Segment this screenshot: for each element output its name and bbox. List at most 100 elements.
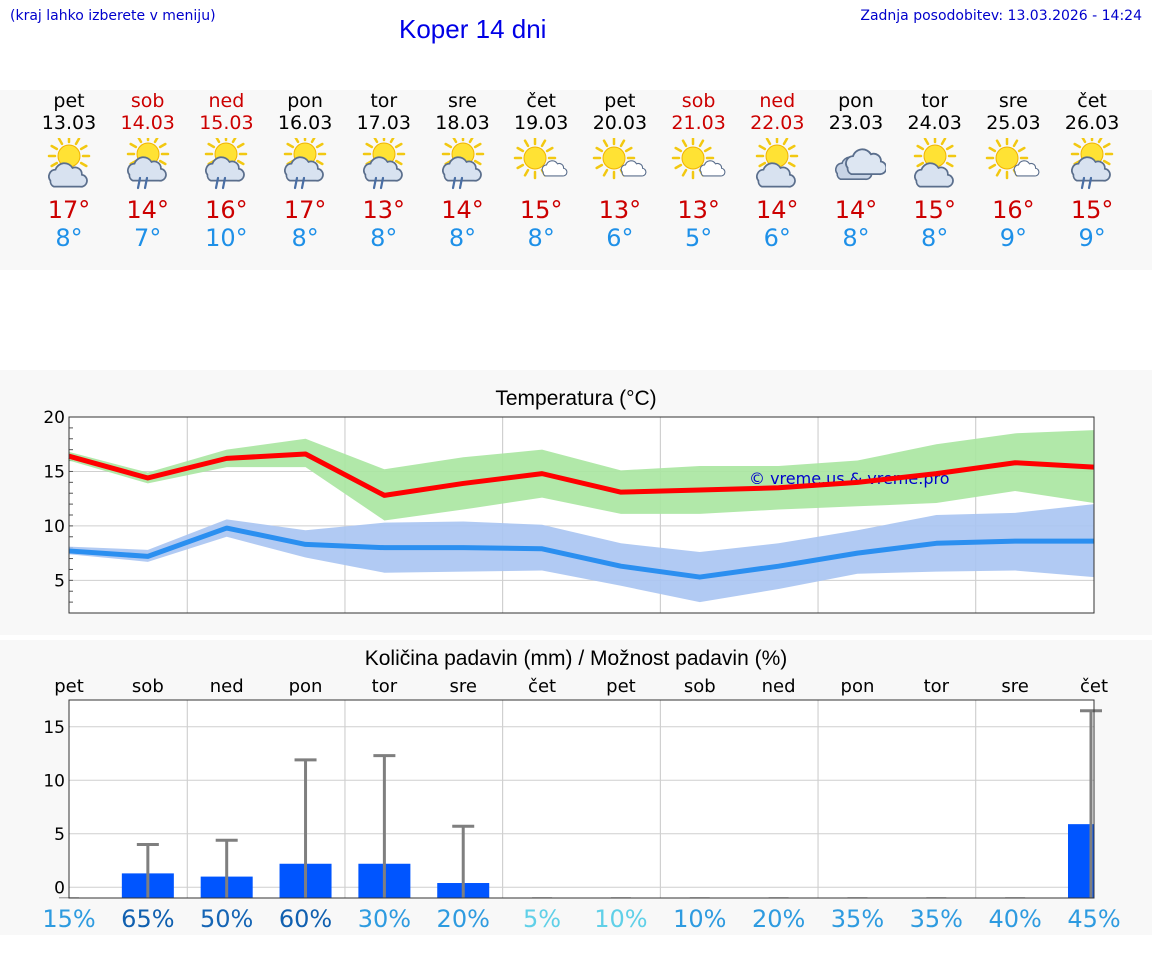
day-name: sob: [681, 90, 716, 112]
sun-ray: [788, 144, 796, 151]
y-tick-label: 15: [43, 462, 65, 482]
day-date: 13.03: [41, 112, 97, 134]
sun-ray: [158, 159, 167, 166]
day-name: pet: [53, 90, 85, 112]
sun-ray: [988, 163, 997, 170]
daily-forecast-panel: pet 13.03 17° 8° sob 14.03 14° 7° ned 15.03 16° 10°…: [0, 90, 1152, 270]
cloud-shape: [48, 162, 88, 188]
sun-ray: [681, 168, 687, 177]
day-name: pet: [604, 90, 636, 112]
cloud-shape: [913, 162, 954, 188]
x-category-label: sre: [449, 676, 476, 697]
precip-probability-label: 35%: [910, 905, 963, 930]
sun-ray: [315, 142, 324, 149]
min-temperature: 8°: [842, 224, 870, 252]
sun-ray: [1081, 138, 1087, 144]
max-temperature: 15°: [1070, 196, 1114, 224]
sun-ray: [674, 146, 682, 153]
max-temperature: 13°: [598, 196, 642, 224]
cloud-outline: [48, 162, 88, 188]
x-category-label: sre: [1001, 676, 1028, 697]
day-name: ned: [759, 90, 796, 112]
cloud-outline: [441, 156, 482, 182]
sun-cloud-rain-icon: [283, 138, 327, 190]
sun-ray: [988, 146, 997, 153]
sun-cloud-rain-icon: [362, 138, 406, 190]
x-category-label: tor: [372, 676, 398, 697]
day-column: pet 13.03 17° 8°: [29, 90, 109, 252]
x-category-label: ned: [210, 676, 244, 697]
min-temperature-line: [68, 525, 1094, 580]
sun-ray: [389, 138, 395, 144]
day-column: pon 23.03 14° 8°: [816, 90, 896, 252]
cloud-shape: [1014, 160, 1040, 177]
sun-ray: [1097, 138, 1103, 144]
sun-ray: [523, 139, 530, 148]
precip-probability-label: 45%: [1067, 905, 1120, 930]
min-temperature: 5°: [684, 224, 713, 252]
min-temperature: 8°: [55, 224, 83, 252]
min-temperature: 8°: [291, 224, 319, 252]
rain-drop: [1087, 176, 1093, 190]
sun-ray: [137, 138, 142, 144]
day-column: pon 16.03 17° 8°: [265, 90, 345, 252]
day-name: tor: [370, 90, 398, 112]
cloud-shape: [699, 160, 725, 177]
y-tick-label: 20: [43, 408, 65, 428]
precipitation-chart: 0 5 10 15 pet sob ned pon tor sre čet pet sob ned pon t…: [42, 676, 1120, 930]
sun-cloud-rain-icon: [441, 138, 484, 190]
x-category-label: pet: [606, 676, 636, 697]
day-name: tor: [921, 90, 949, 112]
rain-drops: [1080, 176, 1093, 190]
watermark: © vreme.us & vreme.pro: [749, 469, 950, 488]
rain-drop: [300, 176, 306, 190]
x-category-label: sob: [684, 676, 716, 697]
precip-probability-label: 5%: [523, 905, 561, 930]
precip-probability-label: 20%: [752, 905, 805, 930]
rain-drop: [143, 176, 148, 190]
day-date: 19.03: [513, 112, 569, 134]
day-name: sob: [130, 90, 165, 112]
max-temperature: 14°: [126, 196, 169, 224]
sun-ray: [468, 138, 474, 144]
min-temperature: 7°: [134, 224, 162, 252]
cloud-shape: [541, 160, 568, 177]
sun-ray: [783, 138, 789, 146]
sun-ray: [365, 142, 373, 149]
sun-ray: [79, 161, 88, 168]
max-range-band: [69, 430, 1094, 521]
sun-ray: [703, 146, 712, 153]
sun-ray: [153, 138, 159, 144]
sun-small-cloud-icon: [671, 138, 725, 180]
min-temperature: 6°: [606, 224, 634, 252]
sun-ray: [215, 138, 221, 144]
cloud-outline: [205, 156, 246, 182]
sun-ray: [237, 142, 245, 149]
sun-ray: [294, 138, 300, 144]
sun-cloud-icon: [47, 138, 91, 188]
y-tick-label: 15: [43, 718, 65, 738]
sun-ray: [394, 142, 403, 149]
sun-ray: [758, 144, 767, 151]
sun-ray: [74, 138, 81, 146]
sun-ray: [1018, 146, 1026, 153]
sun-ray: [286, 142, 295, 149]
sun-ray: [310, 138, 316, 144]
plot-frame: [68, 416, 1095, 614]
sun-ray: [766, 138, 772, 146]
precip-probability-label: 50%: [200, 905, 253, 930]
day-date: 26.03: [1064, 112, 1120, 134]
precip-probability-label: 30%: [358, 905, 411, 930]
max-temperature: 16°: [205, 196, 248, 224]
sun-ray: [619, 139, 626, 148]
sun-ray: [1013, 139, 1019, 148]
sun-ray: [451, 138, 457, 144]
sun-disc: [602, 146, 626, 170]
sun-ray: [50, 144, 59, 151]
sun-ray: [394, 159, 403, 166]
spacer: [0, 270, 1152, 365]
day-column: sob 21.03 13° 5°: [659, 90, 739, 252]
cloud-shape: [205, 156, 246, 182]
x-category-label: čet: [1080, 676, 1108, 697]
max-temperature: 15°: [519, 196, 563, 224]
